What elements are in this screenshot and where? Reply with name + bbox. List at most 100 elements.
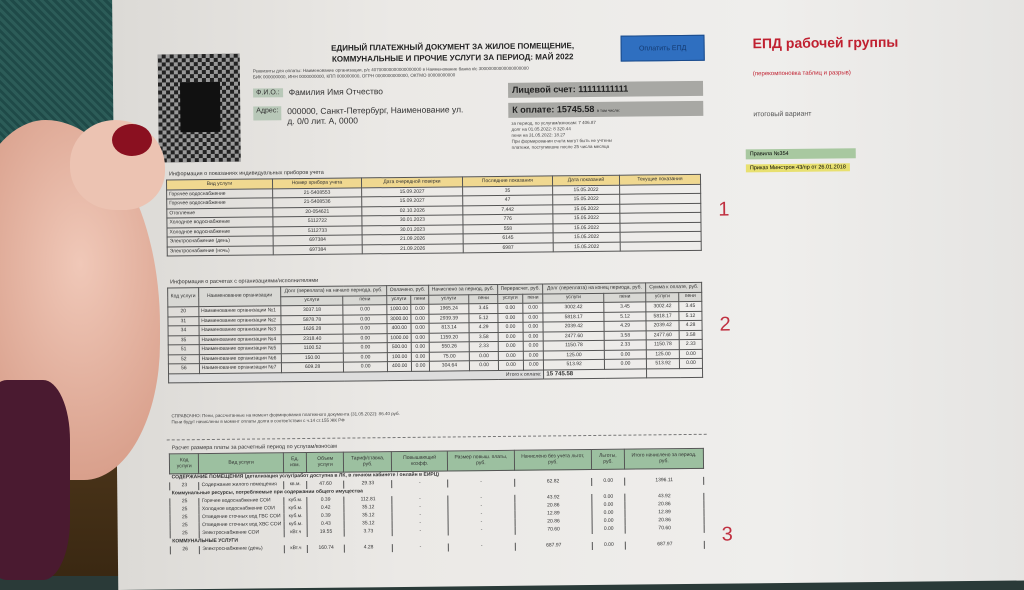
table-cell: 400.00 [387, 361, 412, 372]
table-cell: 34 [168, 325, 199, 336]
table-cell: 3.58 [679, 329, 703, 340]
table-cell: 0.00 [523, 322, 544, 332]
table-cell: 3.45 [603, 301, 647, 312]
table-cell: 0.00 [497, 331, 524, 342]
qr-code [157, 53, 241, 163]
table-cell: 26 [170, 545, 200, 554]
table-cell: 3.45 [469, 303, 498, 314]
table-cell: 0.00 [498, 360, 524, 370]
table-cell: 0.00 [679, 358, 703, 369]
section-marker: 3 [721, 523, 733, 546]
table-cell: 4.29 [604, 320, 647, 331]
table-cell: 0.00 [498, 350, 524, 361]
table-cell: 0.00 [523, 331, 544, 342]
document-title: ЕДИНЫЙ ПЛАТЕЖНЫЙ ДОКУМЕНТ ЗА ЖИЛОЕ ПОМЕЩ… [313, 40, 593, 65]
table-cell: 4.28 [344, 543, 393, 553]
table-cell: 400.00 [386, 323, 412, 334]
table-cell: 100.00 [387, 351, 412, 362]
table-cell: 0.00 [497, 303, 523, 313]
requisites: Реквизиты для оплаты: Наименование орган… [253, 64, 713, 81]
table-cell: 75.00 [428, 351, 470, 362]
subheader: услуги [497, 293, 523, 304]
table-cell: 3.58 [469, 331, 499, 342]
table-cell: - [392, 543, 449, 552]
fio-row: Ф.И.О.: Фамилия Имя Отчество [253, 86, 383, 97]
current-reading-input[interactable] [620, 240, 702, 252]
table-cell: 1000.00 [387, 332, 412, 343]
subheader: пени [603, 292, 646, 303]
column-header: Объем услуги [306, 452, 344, 473]
annotation-heading: ЕПД рабочей группы [752, 33, 899, 52]
table-cell: 687.97 [625, 540, 705, 550]
table-cell: 1159.20 [428, 332, 470, 343]
table-cell: Холодное водоснабжение СОИ [199, 504, 284, 514]
column-header: Льготы, руб. [591, 449, 625, 470]
subheader: услуги [428, 294, 470, 305]
table-cell: 1965.24 [428, 303, 470, 314]
address-row: Адрес: 000000, Санкт-Петербург, Наименов… [253, 104, 463, 126]
table-cell: 0.00 [411, 313, 429, 324]
subheader: пени [522, 293, 544, 304]
table-cell: 500.00 [387, 342, 412, 353]
due-note: платежи, поступившие после 25 числа меся… [511, 143, 610, 150]
table-cell: кВт.ч [284, 544, 308, 553]
annotation-status: итоговый вариант [753, 110, 812, 119]
fio-value: Фамилия Имя Отчество [288, 86, 384, 98]
table-cell: куб.м. [283, 496, 308, 505]
table-cell: 0.00 [522, 303, 544, 313]
table-cell: 3.58 [604, 330, 647, 341]
table-cell: 0.00 [604, 358, 647, 369]
column-header: Код услуги [169, 453, 200, 474]
account-number: Лицевой счет: 11111111111 [507, 80, 704, 98]
section-marker: 1 [718, 198, 730, 221]
table-cell: 0.00 [343, 323, 388, 334]
table-cell: 0.00 [592, 541, 626, 550]
table-cell: куб.м. [283, 520, 308, 529]
table-cell: 0.00 [343, 361, 388, 372]
fingernail [112, 124, 152, 156]
table-cell: 2477.60 [646, 330, 680, 340]
table-cell: 3000.00 [386, 313, 412, 324]
table-cell: Отведение сточных вод ГВС СОИ [199, 512, 284, 522]
table-cell: 35 [168, 335, 199, 345]
table-cell: Отведение сточных вод ХВС СОИ [199, 520, 284, 530]
column-header: Повышающий коэфф. [391, 451, 448, 472]
table-cell: 0.00 [343, 342, 388, 353]
table-cell: 4.29 [469, 322, 498, 333]
column-header: Начислено без учета льгот, руб. [514, 449, 592, 471]
amount-due: К оплате: 15745.58 в том числе: [508, 100, 704, 118]
payment-document: ЕДИНЫЙ ПЛАТЕЖНЫЙ ДОКУМЕНТ ЗА ЖИЛОЕ ПОМЕЩ… [112, 0, 1024, 590]
subheader: пени [411, 294, 429, 305]
table-cell: 513.92 [646, 358, 680, 369]
subheader: услуги [645, 292, 679, 302]
table-cell: 0.00 [411, 361, 430, 371]
address-line: 000000, Санкт-Петербург, Наименование ул… [287, 104, 464, 117]
meters-table: Вид услуги Номер прибора учета Дата очеред… [166, 174, 702, 257]
table-cell: 52 [168, 354, 200, 364]
amount-due-value: К оплате: 15745.58 [512, 103, 595, 115]
subheader: услуги [386, 294, 412, 305]
column-header: Ед. изм. [283, 452, 308, 473]
table-cell: 0.00 [604, 349, 647, 360]
amount-due-note: в том числе: [596, 107, 621, 113]
table-cell: 2939.39 [428, 313, 470, 324]
column-header: Размер повыш. платы, руб. [447, 450, 515, 472]
column-header: Перерасчет, руб. [497, 284, 544, 294]
table-cell: 0.00 [411, 342, 429, 352]
table-cell: 3.45 [678, 301, 702, 312]
table-cell: 5.12 [678, 310, 702, 321]
table-cell: 550.26 [428, 341, 470, 352]
table-cell: кв.м. [283, 480, 308, 489]
total-value: 15 745.58 [543, 368, 647, 379]
pay-button[interactable]: Оплатить ЕПД [620, 34, 705, 62]
title-line: КОММУНАЛЬНЫЕ И ПРОЧИЕ УСЛУГИ ЗА ПЕРИОД: … [331, 52, 574, 64]
table-cell: 0.00 [411, 332, 429, 343]
column-header: Тариф/ставка, руб. [343, 451, 392, 473]
rule-reference: Приказ Минстроя 43/пр от 26.01.2018 [745, 163, 850, 173]
settlements-caption: Информация о расчетах с организациями/ис… [170, 277, 319, 286]
table-cell: 2.33 [604, 339, 647, 350]
table-cell: 0.00 [343, 314, 387, 325]
table-cell: 2.33 [679, 339, 703, 350]
table-cell: 1000.00 [386, 304, 412, 315]
table-cell: 2039.42 [646, 320, 680, 331]
